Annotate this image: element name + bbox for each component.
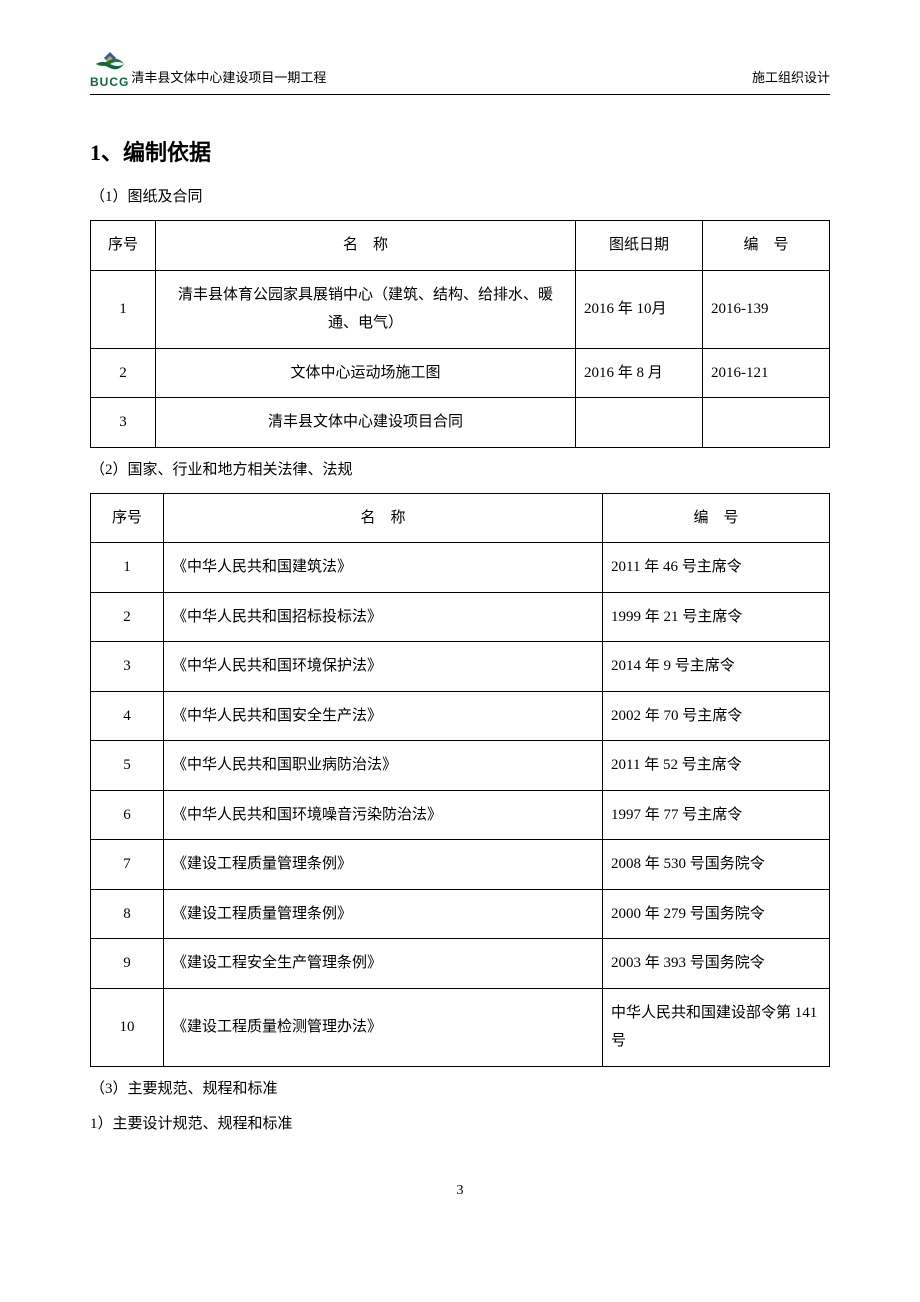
table-row: 3 清丰县文体中心建设项目合同 [91,398,830,448]
table-laws-regulations: 序号 名 称 编 号 1 《中华人民共和国建筑法》 2011 年 46 号主席令… [90,493,830,1067]
table-row: 1 清丰县体育公园家具展销中心（建筑、结构、给排水、暖通、电气） 2016 年 … [91,270,830,348]
cell-name: 文体中心运动场施工图 [156,348,576,398]
cell-name: 《建设工程质量管理条例》 [164,840,603,890]
cell-seq: 3 [91,398,156,448]
table-row: 2 《中华人民共和国招标投标法》 1999 年 21 号主席令 [91,592,830,642]
cell-name: 《中华人民共和国安全生产法》 [164,691,603,741]
cell-name: 《中华人民共和国建筑法》 [164,543,603,593]
table-row: 7 《建设工程质量管理条例》 2008 年 530 号国务院令 [91,840,830,890]
table-row: 1 《中华人民共和国建筑法》 2011 年 46 号主席令 [91,543,830,593]
cell-name: 《中华人民共和国环境噪音污染防治法》 [164,790,603,840]
bucg-logo-icon [92,50,128,78]
subsection-2-label: （2）国家、行业和地方相关法律、法规 [90,458,830,479]
cell-code: 2003 年 393 号国务院令 [603,939,830,989]
page-number: 3 [90,1183,830,1199]
cell-seq: 8 [91,889,164,939]
th-seq: 序号 [91,493,164,543]
header-project-title: 清丰县文体中心建设项目一期工程 [131,67,326,88]
cell-date: 2016 年 10月 [576,270,703,348]
cell-code: 2002 年 70 号主席令 [603,691,830,741]
cell-code: 中华人民共和国建设部令第 141 号 [603,988,830,1066]
cell-date: 2016 年 8 月 [576,348,703,398]
cell-code: 1999 年 21 号主席令 [603,592,830,642]
cell-code: 2000 年 279 号国务院令 [603,889,830,939]
th-name: 名 称 [164,493,603,543]
cell-code: 2016-139 [703,270,830,348]
cell-seq: 9 [91,939,164,989]
table-row: 序号 名 称 编 号 [91,493,830,543]
cell-date [576,398,703,448]
cell-seq: 7 [91,840,164,890]
table-row: 8 《建设工程质量管理条例》 2000 年 279 号国务院令 [91,889,830,939]
subsection-1-label: （1）图纸及合同 [90,185,830,206]
th-code: 编 号 [603,493,830,543]
header-doc-type: 施工组织设计 [752,67,830,88]
cell-seq: 5 [91,741,164,791]
bucg-logo: BUCG [90,50,129,88]
cell-seq: 3 [91,642,164,692]
subsection-3-item-1: 1）主要设计规范、规程和标准 [90,1112,830,1133]
page-header: BUCG 清丰县文体中心建设项目一期工程 施工组织设计 [90,50,830,88]
header-left: BUCG 清丰县文体中心建设项目一期工程 [90,50,326,88]
cell-code: 2011 年 52 号主席令 [603,741,830,791]
table-row: 9 《建设工程安全生产管理条例》 2003 年 393 号国务院令 [91,939,830,989]
th-seq: 序号 [91,221,156,271]
cell-name: 《中华人民共和国环境保护法》 [164,642,603,692]
th-name: 名 称 [156,221,576,271]
cell-name: 清丰县文体中心建设项目合同 [156,398,576,448]
table-row: 10 《建设工程质量检测管理办法》 中华人民共和国建设部令第 141 号 [91,988,830,1066]
cell-name: 清丰县体育公园家具展销中心（建筑、结构、给排水、暖通、电气） [156,270,576,348]
table-row: 6 《中华人民共和国环境噪音污染防治法》 1997 年 77 号主席令 [91,790,830,840]
subsection-3-label: （3）主要规范、规程和标准 [90,1077,830,1098]
cell-name: 《中华人民共和国职业病防治法》 [164,741,603,791]
cell-code: 1997 年 77 号主席令 [603,790,830,840]
table-row: 4 《中华人民共和国安全生产法》 2002 年 70 号主席令 [91,691,830,741]
th-date: 图纸日期 [576,221,703,271]
table-row: 3 《中华人民共和国环境保护法》 2014 年 9 号主席令 [91,642,830,692]
table-row: 5 《中华人民共和国职业病防治法》 2011 年 52 号主席令 [91,741,830,791]
cell-seq: 4 [91,691,164,741]
cell-code [703,398,830,448]
cell-seq: 10 [91,988,164,1066]
cell-code: 2008 年 530 号国务院令 [603,840,830,890]
bucg-logo-text: BUCG [90,76,129,88]
cell-seq: 2 [91,348,156,398]
cell-name: 《中华人民共和国招标投标法》 [164,592,603,642]
cell-seq: 1 [91,543,164,593]
cell-code: 2014 年 9 号主席令 [603,642,830,692]
section-title: 1、编制依据 [90,135,830,167]
cell-seq: 6 [91,790,164,840]
cell-code: 2016-121 [703,348,830,398]
cell-name: 《建设工程质量检测管理办法》 [164,988,603,1066]
table-row: 2 文体中心运动场施工图 2016 年 8 月 2016-121 [91,348,830,398]
cell-seq: 1 [91,270,156,348]
table-drawings-contracts: 序号 名 称 图纸日期 编 号 1 清丰县体育公园家具展销中心（建筑、结构、给排… [90,220,830,448]
document-page: BUCG 清丰县文体中心建设项目一期工程 施工组织设计 1、编制依据 （1）图纸… [0,0,920,1259]
cell-name: 《建设工程质量管理条例》 [164,889,603,939]
header-rule [90,94,830,95]
th-code: 编 号 [703,221,830,271]
cell-seq: 2 [91,592,164,642]
table-row: 序号 名 称 图纸日期 编 号 [91,221,830,271]
cell-name: 《建设工程安全生产管理条例》 [164,939,603,989]
cell-code: 2011 年 46 号主席令 [603,543,830,593]
